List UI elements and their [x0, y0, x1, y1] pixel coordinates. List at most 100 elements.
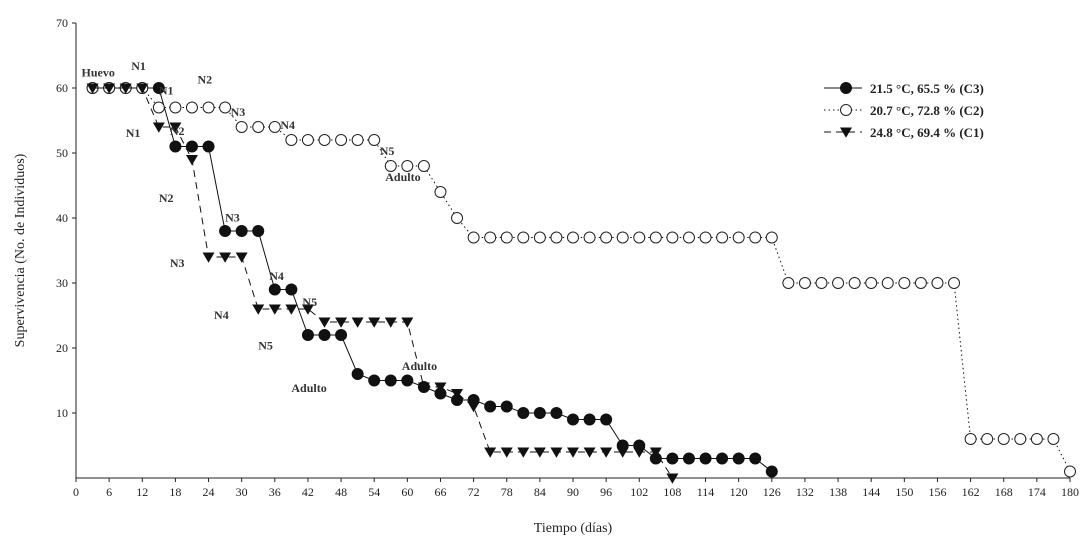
y-tick-label: 30 [56, 276, 68, 290]
stage-annotations: Huevo N1 N1 N2 N3 N4 N5 Adulto N1 N2 N2 N3 N3 N4 N4 N5 N… [82, 59, 438, 395]
series-1-point [318, 329, 331, 341]
series-2-point [202, 101, 215, 114]
legend-marker-1 [840, 82, 852, 94]
series-3-point [351, 317, 364, 328]
series-3-point [616, 447, 629, 458]
series-1-point [185, 140, 198, 153]
series-3-point [567, 447, 579, 458]
series-1-point [583, 413, 596, 426]
x-axis-title: Tiempo (días) [534, 521, 613, 536]
stage-label: N3 [231, 105, 246, 119]
legend-label-1: 21.5 °C, 65.5 % (C3) [870, 81, 984, 96]
series-2-point [301, 134, 314, 146]
y-tick-label: 40 [56, 211, 68, 225]
series-1-point [682, 452, 695, 465]
series-2-point [782, 277, 795, 289]
x-tick-label: 168 [995, 485, 1013, 499]
series-2-point [765, 231, 778, 244]
series-3-point [86, 83, 99, 94]
series-3-point [666, 473, 679, 484]
x-tick-label: 156 [928, 485, 946, 499]
series-3-point [235, 252, 248, 263]
series-2-point [798, 277, 811, 289]
y-tick-label: 50 [56, 146, 68, 160]
legend-marker-3 [840, 127, 852, 138]
legend-label-3: 24.8 °C, 69.4 % (C1) [870, 125, 984, 140]
series-2-point [1064, 465, 1076, 478]
stage-label: N4 [214, 308, 229, 322]
x-tick-label: 6 [106, 485, 112, 499]
series-2-point [567, 231, 579, 244]
x-tick-label: 78 [501, 485, 513, 499]
series-3-point [500, 447, 513, 458]
series-2-point [716, 231, 729, 244]
legend-marker-2 [840, 104, 852, 116]
x-tick-label: 180 [1061, 485, 1079, 499]
series-2-point [500, 231, 513, 244]
series-3-point [202, 252, 215, 263]
x-tick-label: 150 [895, 485, 913, 499]
y-tick-label: 10 [56, 406, 68, 420]
series-3 [86, 83, 679, 484]
stage-label: N3 [170, 256, 185, 270]
series-2-point [351, 134, 364, 146]
x-tick-label: 66 [434, 485, 446, 499]
series-2-point [550, 231, 563, 244]
series-3-point [583, 447, 596, 458]
legend: 21.5 °C, 65.5 % (C3) 20.7 °C, 72.8 % (C2)… [824, 81, 984, 140]
series-1-point [699, 452, 712, 465]
series-3-point [219, 252, 232, 263]
x-tick-label: 36 [269, 485, 281, 499]
x-tick-label: 96 [600, 485, 612, 499]
stage-label: N4 [269, 269, 284, 283]
series-3-point [550, 447, 563, 458]
series-3-point [119, 83, 132, 94]
series-1-point [484, 400, 497, 413]
x-tick-label: 90 [567, 485, 579, 499]
x-tick-label: 144 [862, 485, 880, 499]
series-2-point [649, 231, 662, 244]
series-2-point [832, 277, 845, 289]
series-2-point [152, 101, 165, 114]
x-tick-label: 54 [368, 485, 380, 499]
series-1-point [351, 368, 364, 380]
series-3-point [434, 382, 447, 393]
x-ticks: 0 6 12 18 24 30 36 42 48 54 60 66 72 78 84 90 96 102 108 11… [73, 478, 1079, 499]
series-3-point [252, 304, 265, 315]
series-1-point [749, 452, 762, 465]
series-2-point [417, 160, 430, 172]
stage-label: N5 [380, 144, 395, 158]
series-1-point [765, 465, 778, 478]
series-3-point [268, 304, 281, 315]
series-1-point [550, 407, 563, 419]
stage-label: N5 [302, 295, 317, 309]
series-2-point [517, 231, 530, 244]
x-tick-label: 120 [730, 485, 748, 499]
series-2-point [848, 277, 861, 289]
series-1-point [301, 329, 314, 341]
stage-label: N2 [170, 124, 185, 138]
x-tick-label: 12 [136, 485, 148, 499]
series-1-point [716, 452, 729, 465]
series-2-point [948, 277, 961, 289]
x-tick-label: 126 [763, 485, 781, 499]
series-3-point [152, 122, 165, 133]
series-2-point [1014, 433, 1027, 445]
series-2-point [169, 101, 182, 114]
y-tick-label: 70 [56, 16, 68, 30]
series-2-point [533, 231, 546, 244]
series-1-point [268, 283, 281, 296]
series-1-point [401, 374, 414, 387]
series-3-point [417, 382, 430, 393]
series-2-point [268, 121, 281, 133]
series-2-point [384, 160, 397, 172]
series-layer [86, 82, 1076, 484]
series-3-point [467, 402, 480, 413]
series-2-point [997, 433, 1010, 445]
series-2-point [931, 277, 944, 289]
series-2-point [633, 231, 646, 244]
series-3-point [301, 304, 314, 315]
series-2-point [318, 134, 331, 146]
stage-label: Adulto [385, 170, 420, 184]
